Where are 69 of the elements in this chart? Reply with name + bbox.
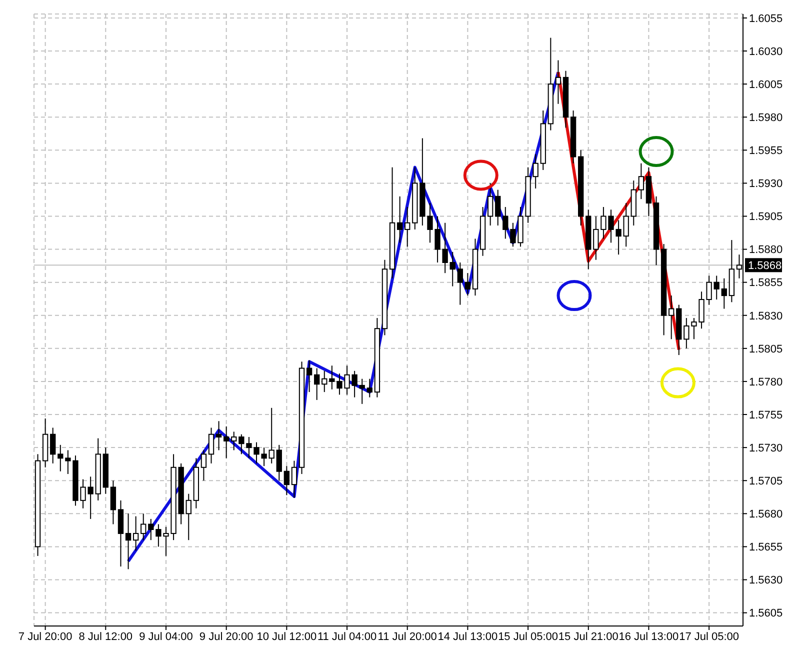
candlestick [276,444,282,482]
candlestick [623,202,629,248]
candlestick [714,275,720,300]
y-tick-label: 1.5680 [749,508,783,521]
y-tick-label: 1.5605 [749,608,783,620]
candlestick [216,420,222,451]
x-tick-label: 11 Jul 04:00 [317,630,377,643]
candlestick [450,251,456,287]
candlestick [464,272,471,296]
candlestick [50,427,56,464]
x-tick-label: 14 Jul 13:00 [438,630,498,643]
candlestick [555,60,562,104]
y-tick-label: 1.5655 [749,542,783,554]
candlestick [110,480,116,525]
y-tick-label: 1.6030 [749,46,783,58]
x-tick-label: 7 Jul 20:00 [18,630,72,643]
y-tick-label: 1.5630 [749,574,783,587]
candlestick [366,378,372,398]
x-tick-label: 16 Jul 13:00 [618,630,679,643]
candlestick [502,206,508,240]
y-tick-label: 1.5780 [749,376,783,388]
candlestick [404,206,410,248]
x-tick-label: 8 Jul 12:00 [78,630,133,643]
y-tick-label: 1.5980 [749,112,783,124]
candlestick [132,516,139,552]
candlestick [58,444,64,472]
y-tick-label: 1.5755 [749,409,783,422]
y-tick-label: 1.5880 [749,244,783,256]
candlestick [125,513,132,570]
candlestick [148,518,154,541]
candlestick [208,427,214,464]
candlestick [314,368,320,400]
x-tick-label: 15 Jul 05:00 [498,630,558,643]
ref-line-label: 1.5868 [748,260,782,272]
candlestick [668,295,674,340]
candlestick [457,262,463,306]
candlestick [140,513,146,541]
candlestick [291,460,298,498]
candlestick [638,162,644,200]
candlestick [721,278,727,310]
candlestick [223,426,230,459]
candlestick [396,196,403,244]
y-tick-label: 1.6055 [749,12,783,25]
y-tick-label: 1.5905 [749,211,783,224]
candlestick [118,500,124,568]
y-tick-label: 1.5805 [749,343,783,356]
candlestick [359,378,365,404]
y-tick-label: 1.6005 [749,78,783,91]
x-tick-label: 15 Jul 21:00 [558,630,618,643]
candlestick [306,360,312,393]
x-tick-label: 17 Jul 05:00 [679,630,740,643]
y-tick-label: 1.5730 [749,442,783,454]
candlestick [186,493,192,541]
candlestick [322,370,328,393]
candlestick [487,182,494,226]
x-tick-label: 11 Jul 20:00 [378,630,437,643]
candlestick [284,466,290,496]
y-tick-label: 1.5930 [749,178,783,190]
candlestick [495,189,501,226]
y-tick-label: 1.5955 [749,145,783,158]
y-tick-label: 1.5855 [749,277,783,290]
y-tick-label: 1.5830 [749,310,783,322]
x-tick-label: 9 Jul 20:00 [199,630,254,643]
x-tick-label: 9 Jul 04:00 [139,630,193,643]
candlestick [268,407,274,464]
candlestick [200,450,207,482]
x-tick-label: 10 Jul 12:00 [256,630,317,643]
candlestick [231,431,237,451]
y-tick-label: 1.5705 [749,476,783,488]
